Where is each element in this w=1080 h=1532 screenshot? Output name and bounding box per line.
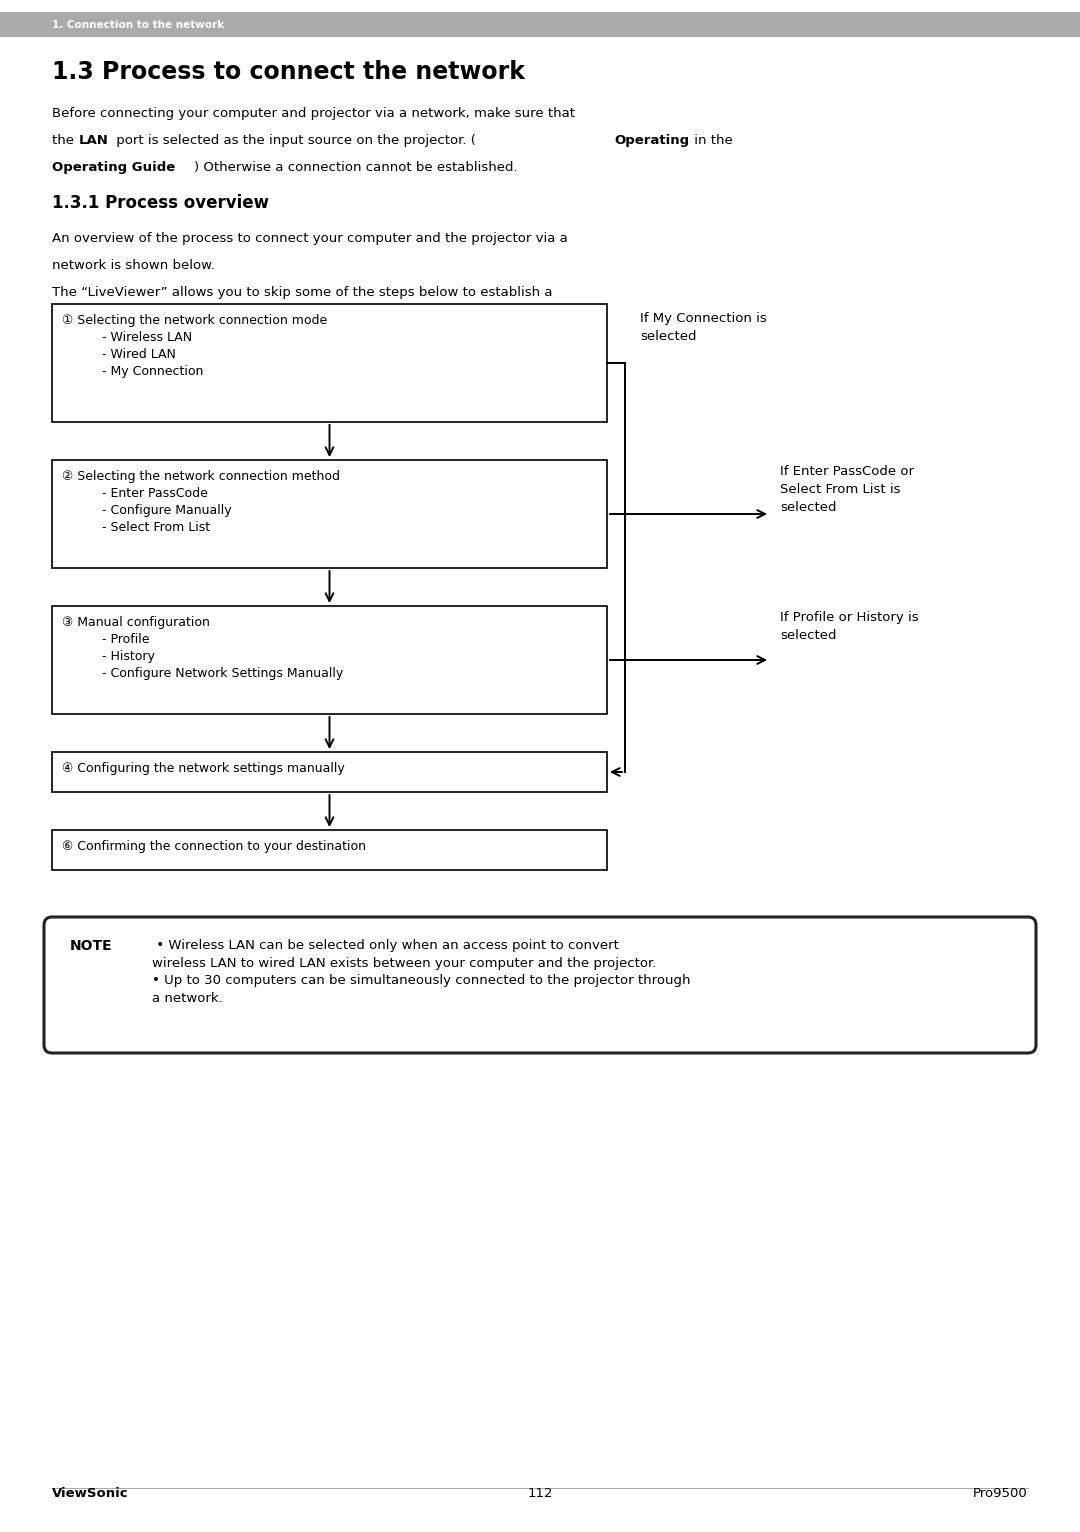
Text: the: the (52, 133, 78, 147)
Text: Before connecting your computer and projector via a network, make sure that: Before connecting your computer and proj… (52, 107, 575, 119)
Text: • Wireless LAN can be selected only when an access point to convert
wireless LAN: • Wireless LAN can be selected only when… (152, 939, 690, 1005)
Text: ) Otherwise a connection cannot be established.: ) Otherwise a connection cannot be estab… (194, 161, 517, 175)
Text: network is shown below.: network is shown below. (52, 259, 215, 273)
Text: network connection quickly and easily.: network connection quickly and easily. (52, 313, 311, 326)
Text: An overview of the process to connect your computer and the projector via a: An overview of the process to connect yo… (52, 231, 568, 245)
Text: If My Connection is
selected: If My Connection is selected (640, 313, 767, 343)
Text: ④ Configuring the network settings manually: ④ Configuring the network settings manua… (62, 761, 345, 775)
FancyBboxPatch shape (52, 460, 607, 568)
Text: ① Selecting the network connection mode
          - Wireless LAN
          - Wir: ① Selecting the network connection mode … (62, 314, 327, 378)
FancyBboxPatch shape (52, 303, 607, 421)
Text: The “LiveViewer” allows you to skip some of the steps below to establish a: The “LiveViewer” allows you to skip some… (52, 286, 553, 299)
FancyBboxPatch shape (52, 607, 607, 714)
Text: LAN: LAN (79, 133, 109, 147)
Text: port is selected as the input source on the projector. (: port is selected as the input source on … (112, 133, 476, 147)
FancyBboxPatch shape (52, 752, 607, 792)
Text: ⑥ Confirming the connection to your destination: ⑥ Confirming the connection to your dest… (62, 840, 366, 853)
Text: Operating Guide: Operating Guide (52, 161, 175, 175)
Text: ② Selecting the network connection method
          - Enter PassCode
          -: ② Selecting the network connection metho… (62, 470, 340, 535)
FancyBboxPatch shape (0, 12, 1080, 37)
Text: Pro9500: Pro9500 (973, 1488, 1028, 1500)
Text: If Enter PassCode or
Select From List is
selected: If Enter PassCode or Select From List is… (780, 466, 914, 515)
Text: Operating: Operating (615, 133, 689, 147)
Text: 1.3.1 Process overview: 1.3.1 Process overview (52, 195, 269, 211)
Text: If Profile or History is
selected: If Profile or History is selected (780, 611, 919, 642)
Text: 1. Connection to the network: 1. Connection to the network (52, 20, 225, 29)
Text: 112: 112 (527, 1488, 553, 1500)
Text: ViewSonic: ViewSonic (52, 1488, 129, 1500)
Text: NOTE: NOTE (70, 939, 112, 953)
Text: in the: in the (690, 133, 732, 147)
FancyBboxPatch shape (44, 918, 1036, 1052)
Text: 1.3 Process to connect the network: 1.3 Process to connect the network (52, 60, 525, 84)
Text: ③ Manual configuration
          - Profile
          - History
          - Confi: ③ Manual configuration - Profile - Histo… (62, 616, 343, 680)
FancyBboxPatch shape (52, 830, 607, 870)
